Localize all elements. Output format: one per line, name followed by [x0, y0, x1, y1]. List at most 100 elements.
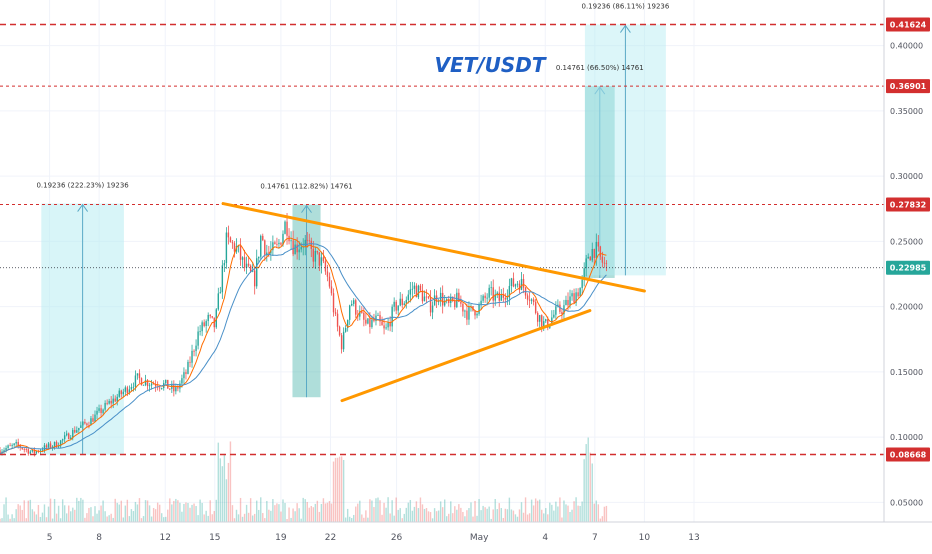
- volume-bar: [421, 504, 424, 522]
- volume-bar: [496, 509, 498, 522]
- volume-bar: [468, 508, 470, 522]
- volume-bar: [359, 500, 361, 522]
- volume-bar: [591, 463, 593, 522]
- level-price-label: 0.41624: [890, 20, 927, 29]
- volume-bar: [328, 501, 331, 522]
- volume-bar: [276, 503, 278, 522]
- volume-bar: [423, 508, 426, 522]
- candle-body: [393, 301, 395, 307]
- candle-body: [17, 442, 19, 446]
- volume-bar: [0, 518, 1, 522]
- volume-bar: [63, 505, 66, 522]
- candle-body: [195, 345, 197, 351]
- candle-body: [395, 301, 397, 311]
- volume-bar: [215, 499, 217, 522]
- volume-bar: [474, 500, 476, 522]
- candle-body: [175, 387, 177, 392]
- volume-bar: [326, 502, 329, 522]
- triangle-upper-trendline: [221, 202, 646, 293]
- volume-bar: [274, 505, 276, 522]
- candle-body: [207, 314, 209, 322]
- candle-body: [55, 441, 58, 448]
- volume-bar: [163, 517, 165, 522]
- level-price-tag: [886, 447, 930, 462]
- candle-body: [90, 418, 92, 426]
- candle-body: [233, 243, 236, 252]
- candle-body: [401, 298, 403, 305]
- time-axis[interactable]: 5 8 12 15 19 22 26 May 4 7 10 13: [0, 521, 932, 550]
- trendlines[interactable]: [221, 202, 646, 403]
- candle-body: [169, 388, 171, 390]
- volume-bar: [219, 458, 222, 522]
- candle-body: [328, 276, 331, 287]
- volume-bar: [520, 502, 523, 522]
- candle-body: [367, 318, 369, 324]
- price-axis[interactable]: 0.41624 0.36901 0.27832 0.08668 0.22985 0.050…: [886, 17, 930, 507]
- candle-body: [183, 372, 185, 379]
- volume-bar: [17, 504, 19, 522]
- volume-bar: [247, 512, 250, 522]
- candle-body: [522, 278, 525, 288]
- volume-bar: [355, 506, 357, 522]
- candle-body: [225, 232, 228, 264]
- candle-body: [300, 246, 302, 250]
- volume-bar: [82, 499, 84, 522]
- volume-bar: [369, 499, 371, 522]
- candle-body: [316, 250, 319, 253]
- volume-bar: [304, 499, 306, 522]
- candle-body: [441, 292, 444, 306]
- moving-averages: [0, 237, 607, 455]
- volume-bar: [431, 518, 434, 522]
- candle-body: [322, 257, 325, 262]
- candle-body: [462, 303, 464, 312]
- candle-body: [538, 315, 541, 322]
- candle-body: [201, 322, 203, 332]
- volume-bar: [510, 509, 513, 522]
- volume-bar: [47, 506, 50, 522]
- candle-body: [116, 396, 118, 402]
- candle-body: [454, 300, 456, 308]
- candle-body: [510, 278, 513, 286]
- candle-body: [112, 398, 114, 404]
- time-tick-label: 7: [592, 533, 598, 543]
- volume-bar: [98, 510, 100, 522]
- candle-body: [262, 235, 264, 241]
- candle-body: [165, 379, 167, 384]
- candle-body: [365, 319, 367, 324]
- volume-bar: [235, 509, 238, 522]
- candle-body: [70, 437, 72, 439]
- volume-bar: [417, 508, 420, 522]
- candle-body: [294, 244, 296, 255]
- volume-bar: [530, 499, 533, 522]
- volume-bar: [538, 499, 541, 522]
- volume-bar: [555, 501, 557, 522]
- volume-bar: [330, 503, 333, 522]
- candle-body: [278, 242, 280, 245]
- volume-bar: [391, 500, 393, 522]
- candle-body: [124, 387, 127, 392]
- volume-bar: [322, 498, 325, 522]
- volume-bar: [11, 514, 13, 522]
- candle-body: [152, 383, 155, 385]
- volume-bar: [31, 509, 34, 522]
- volume-bar: [452, 513, 454, 522]
- candle-body: [98, 408, 100, 411]
- candle-body: [423, 296, 426, 302]
- candle-body: [526, 295, 529, 300]
- volume-bar: [154, 509, 157, 522]
- volume-bar: [472, 516, 474, 522]
- volume-bar: [51, 518, 54, 522]
- time-tick-label: 10: [639, 533, 651, 543]
- volume-bar: [140, 518, 143, 522]
- volume-bar: [536, 500, 539, 522]
- candle-body: [177, 387, 179, 389]
- current-price-label: 0.22985: [890, 264, 927, 273]
- volume-bar: [557, 506, 559, 522]
- volume-bar: [229, 441, 232, 522]
- chart-title: VET/USDT: [435, 53, 547, 77]
- candle-body: [158, 387, 161, 389]
- candle-body: [332, 293, 335, 313]
- volume-bar: [199, 499, 201, 522]
